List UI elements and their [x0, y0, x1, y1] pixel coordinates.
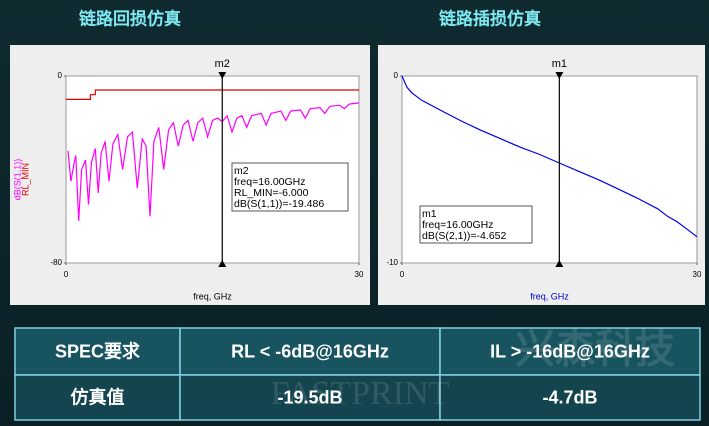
y-axis-label: dB(S(1,1))	[12, 159, 22, 201]
table-text: RL < -6dB@16GHz	[231, 341, 389, 361]
table-text: -19.5dB	[277, 387, 342, 407]
annotation-box	[231, 162, 349, 212]
annotation-text: freq=16.00GHz	[234, 176, 306, 188]
x-axis-label: freq, GHz	[530, 291, 569, 301]
y-axis-label: RL_MIN	[20, 163, 30, 196]
y-tick-label: 0	[394, 71, 399, 80]
table-cell	[14, 327, 181, 376]
marker-triangle	[218, 72, 227, 79]
annotation-box	[419, 205, 533, 244]
y-tick-label: -10	[386, 258, 398, 267]
table-text: 仿真值	[71, 386, 125, 407]
x-tick-label: 0	[64, 270, 69, 279]
series-line	[67, 102, 360, 221]
annotation-text: dB(S(2,1))=-4.652	[422, 230, 506, 242]
annotation-text: m1	[422, 208, 437, 220]
table-cell	[179, 374, 441, 421]
marker-label: m2	[215, 58, 230, 70]
annotation-text: RL_MIN=-6.000	[234, 187, 309, 199]
table-text: IL > -16dB@16GHz	[490, 341, 650, 361]
x-axis-label: freq, GHz	[193, 291, 232, 301]
series-line	[401, 75, 698, 238]
marker-label: m1	[552, 58, 567, 70]
annotation-text: m2	[234, 165, 249, 177]
annotation-text: dB(S(1,1))=-19.486	[234, 198, 324, 210]
chart-title: 链路回损仿真	[79, 8, 181, 28]
series-line	[66, 89, 359, 100]
annotation-text: freq=16.00GHz	[422, 219, 494, 231]
x-tick-label: 30	[355, 270, 364, 279]
marker-triangle	[555, 260, 564, 267]
x-tick-label: 0	[400, 270, 405, 279]
watermark: 兴森科技	[515, 328, 675, 372]
y-tick-label: 0	[58, 71, 63, 80]
table-text: -4.7dB	[542, 387, 597, 407]
table-cell	[439, 374, 701, 421]
table-cell	[439, 327, 701, 376]
table-cell	[14, 374, 181, 421]
marker-triangle	[555, 72, 564, 79]
table-text: SPEC要求	[55, 340, 141, 361]
chart-title: 链路插损仿真	[439, 8, 541, 28]
y-tick-label: -80	[50, 258, 62, 267]
x-tick-label: 30	[693, 270, 702, 279]
marker-triangle	[218, 260, 227, 267]
watermark: FASTPRINT	[271, 375, 450, 412]
